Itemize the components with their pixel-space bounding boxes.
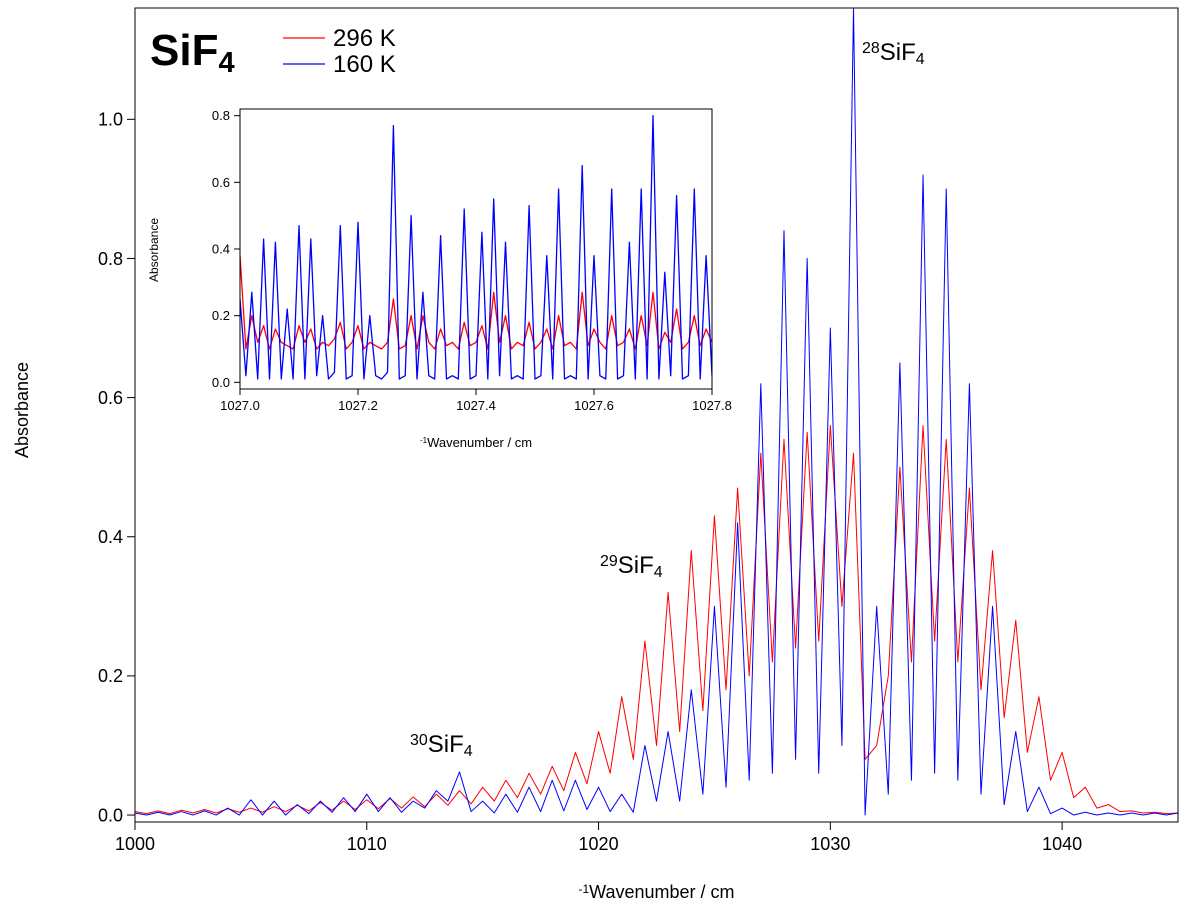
legend-label: 296 K (333, 25, 396, 52)
text-part: Wavenumber / cm (589, 882, 734, 902)
y-tick-label: 0.6 (98, 388, 123, 408)
peak-annotation: 30SiF4 (410, 731, 473, 760)
series-group (135, 8, 1178, 816)
text-part: -1 (578, 882, 589, 896)
chart-title: SiF4 (150, 26, 235, 79)
y-tick-label: 0.0 (98, 805, 123, 825)
text-part: 4 (218, 47, 234, 79)
y-tick-label: 0.8 (212, 108, 230, 123)
x-tick-label: 1020 (579, 834, 619, 854)
x-tick-label: 1040 (1042, 834, 1082, 854)
text-part: 28 (862, 40, 880, 57)
text-part: SiF (428, 731, 464, 758)
y-tick-label: 0.2 (98, 666, 123, 686)
peak-annotation: 29SiF4 (600, 552, 663, 581)
peak-annotation: 28SiF4 (862, 39, 925, 68)
y-tick-label: 0.8 (98, 249, 123, 269)
y-axis-label: Absorbance (147, 218, 161, 282)
x-tick-label: 1027.8 (692, 398, 732, 413)
text-part: -1 (420, 436, 428, 445)
x-axis-label: -1Wavenumber / cm (578, 882, 734, 902)
text-part: 30 (410, 732, 428, 749)
y-axis-label: Absorbance (12, 362, 32, 458)
plot: 1027.0 1027.2 1027.4 1027.6 1027.8 0.0 0.2 0.4 0… (147, 108, 732, 450)
x-tick-label: 1027.2 (338, 398, 378, 413)
plot: 1000 1010 1020 1030 1040 0.0 0.2 0.4 0.6 0.8 1.0 -1… (12, 7, 1179, 902)
text-part: SiF (880, 39, 916, 66)
series-group (240, 115, 712, 380)
x-axis-label: -1Wavenumber / cm (420, 435, 532, 450)
plot-frame (134, 7, 1179, 823)
y-tick-label: 0.6 (212, 175, 230, 190)
text-part: SiF (150, 26, 218, 75)
text-part: 29 (600, 553, 618, 570)
text-part: 4 (654, 564, 663, 581)
x-tick-label: 1027.6 (574, 398, 614, 413)
x-tick-label: 1000 (115, 834, 155, 854)
x-tick-label: 1027.4 (456, 398, 496, 413)
y-tick-label: 0.0 (212, 375, 230, 390)
spectrum-line (135, 8, 1178, 816)
text-part: 4 (916, 51, 925, 68)
text-part: SiF (618, 552, 654, 579)
y-tick-label: 0.4 (98, 527, 123, 547)
y-tick-label: 1.0 (98, 110, 123, 130)
x-tick-label: 1027.0 (220, 398, 260, 413)
x-tick-label: 1030 (810, 834, 850, 854)
x-tick-label: 1010 (347, 834, 387, 854)
text-part: 4 (464, 743, 473, 760)
legend-label: 160 K (333, 51, 396, 78)
text-part: Wavenumber / cm (427, 435, 532, 450)
y-tick-label: 0.2 (212, 308, 230, 323)
spectrum-line (135, 424, 1178, 815)
y-tick-label: 0.4 (212, 242, 230, 257)
spectrum-line (240, 115, 712, 380)
